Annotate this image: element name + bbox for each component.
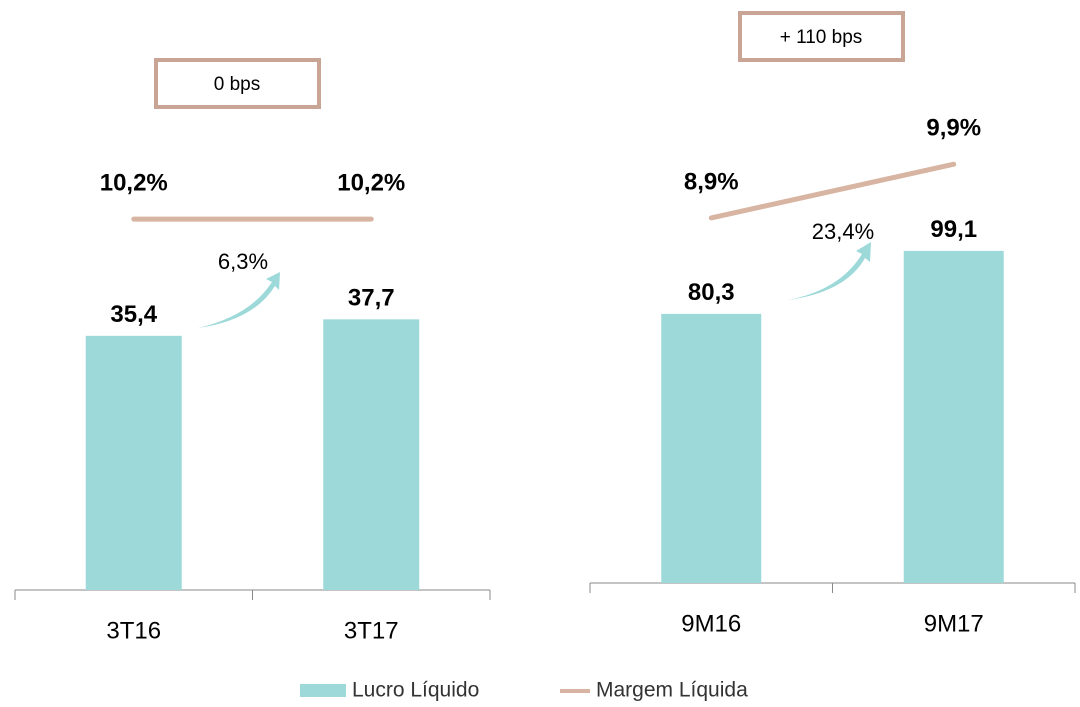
bar — [323, 319, 420, 590]
legend-label: Lucro Líquido — [352, 679, 479, 702]
annotation: + 110 bps — [780, 27, 863, 48]
x-tick-label: 3T16 — [106, 617, 161, 644]
annotation: 0 bps — [214, 74, 260, 95]
legend-label: Margem Líquida — [596, 679, 748, 702]
bar — [903, 250, 1004, 583]
bar — [661, 313, 762, 583]
value-label: 99,1 — [930, 216, 977, 243]
growth-arrow — [788, 242, 871, 300]
legend: Lucro Líquido Margem Líquida — [300, 679, 748, 702]
value-label: 35,4 — [110, 301, 157, 328]
x-tick-label: 3T17 — [344, 617, 399, 644]
annotation-box — [154, 58, 321, 109]
value-label: 10,2% — [337, 169, 405, 196]
value-label: 10,2% — [100, 169, 168, 196]
x-tick-label: 9M16 — [681, 610, 741, 637]
value-label: 8,9% — [684, 168, 739, 195]
growth-arrow — [198, 272, 280, 328]
value-label: 37,7 — [348, 285, 395, 312]
value-label: 80,3 — [688, 279, 735, 306]
bar — [85, 335, 182, 590]
x-tick-label: 9M17 — [924, 610, 984, 637]
growth-label: 23,4% — [812, 219, 874, 244]
annotations: 0 bps + 110 bps 6,3% 23,4% — [154, 11, 905, 328]
legend-swatch — [300, 684, 346, 697]
growth-label: 6,3% — [218, 249, 268, 274]
annotation-box — [738, 11, 905, 62]
value-label: 9,9% — [926, 115, 981, 142]
margin-line — [708, 161, 957, 221]
